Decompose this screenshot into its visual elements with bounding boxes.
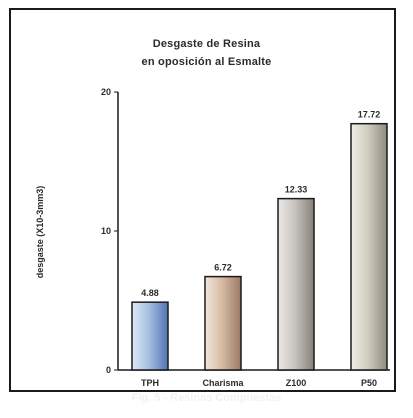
bar-z100 bbox=[277, 197, 315, 371]
category-label: Charisma bbox=[202, 378, 244, 388]
chart-title-line1: Desgaste de Resina bbox=[152, 38, 261, 50]
chart-frame bbox=[9, 8, 396, 392]
bar-value-label: 4.88 bbox=[141, 288, 159, 298]
bar-p50 bbox=[350, 122, 388, 371]
chart-title-line2: en oposición al Esmalte bbox=[141, 56, 272, 68]
figure-caption: Fig. 5 - Resinas Compuestas bbox=[131, 392, 282, 404]
y-tick-label: 20 bbox=[101, 87, 111, 97]
bar-tph bbox=[131, 301, 169, 371]
bar-value-label: 6.72 bbox=[214, 263, 232, 273]
category-label: TPH bbox=[141, 378, 159, 388]
y-tick-label: 0 bbox=[106, 365, 111, 375]
bar-charisma bbox=[204, 275, 242, 371]
y-tick-label: 10 bbox=[101, 226, 111, 236]
category-label: Z100 bbox=[286, 378, 307, 388]
category-label: P50 bbox=[361, 378, 377, 388]
bar-value-label: 17.72 bbox=[358, 110, 381, 120]
bar-value-label: 12.33 bbox=[285, 185, 308, 195]
